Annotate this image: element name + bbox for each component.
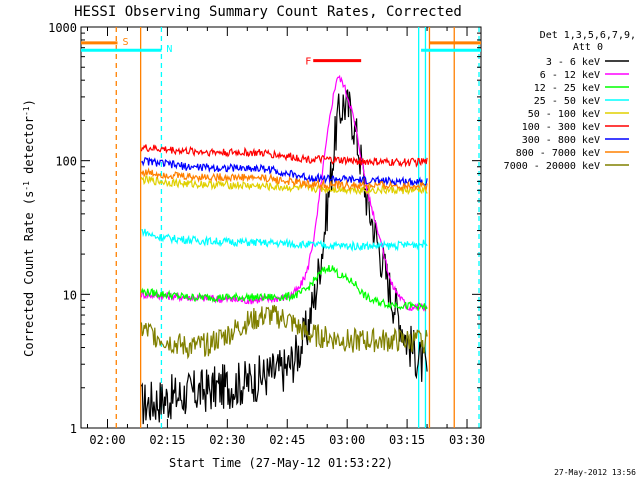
y-tick-label: 100	[55, 155, 77, 169]
y-axis-label-end: )	[22, 99, 36, 106]
annotation-label-F: F	[305, 57, 311, 68]
annotation-label-S: S	[122, 37, 128, 48]
x-tick-label: 02:00	[89, 433, 125, 447]
legend-label: 50 - 100 keV	[528, 109, 600, 120]
series-line-0	[140, 89, 428, 425]
legend-label: 300 - 800 keV	[522, 135, 600, 146]
series-line-6	[141, 156, 428, 187]
legend-label: 25 - 50 keV	[534, 96, 600, 107]
x-tick-label: 02:15	[149, 433, 185, 447]
series-line-5	[140, 144, 428, 168]
series-line-3	[141, 228, 428, 253]
y-axis-label-sup1: -1	[22, 181, 31, 191]
legend-label: 3 - 6 keV	[546, 57, 600, 68]
legend: Det 1,3,5,6,7,9, Att 0 3 - 6 keV 6 - 12 k…	[504, 30, 636, 172]
y-tick-label: 1	[70, 422, 77, 436]
annotations: S N F	[81, 37, 481, 68]
legend-label: 12 - 25 keV	[534, 83, 600, 94]
x-tick-label: 03:30	[449, 433, 485, 447]
footer-date: 27-May-2012 13:56	[554, 468, 636, 477]
x-tick-label: 02:45	[269, 433, 305, 447]
axis-ticks: 1 10 100 1000 02:00 02:15 02:30 02:45 03:00 03:15…	[48, 21, 485, 447]
y-tick-label: 1000	[48, 21, 77, 35]
annotation-label-N: N	[166, 44, 172, 55]
y-axis-label-mid: detector	[22, 116, 36, 181]
legend-label: 7000 - 20000 keV	[504, 161, 600, 172]
x-tick-label: 03:00	[329, 433, 365, 447]
x-tick-label: 03:15	[389, 433, 425, 447]
series-group	[140, 74, 428, 425]
series-line-7	[140, 167, 428, 192]
y-axis-label: Corrected Count Rate (s-1 detector-1)	[22, 99, 37, 357]
y-tick-label: 10	[63, 288, 77, 302]
plot-frame	[80, 26, 482, 429]
legend-label: 100 - 300 keV	[522, 122, 600, 133]
series-line-1	[140, 74, 428, 312]
legend-label: 6 - 12 keV	[540, 70, 600, 81]
y-axis-label-main: Corrected Count Rate (s	[22, 191, 36, 357]
legend-header-2: Att 0	[573, 42, 603, 53]
series-line-8	[140, 304, 428, 360]
series-line-4	[140, 175, 428, 196]
legend-header-1: Det 1,3,5,6,7,9,	[540, 30, 636, 41]
legend-label: 800 - 7000 keV	[516, 148, 600, 159]
y-axis-label-sup2: -1	[22, 106, 31, 116]
x-tick-label: 02:30	[209, 433, 245, 447]
chart-title: HESSI Observing Summary Count Rates, Cor…	[74, 4, 462, 20]
x-axis-label: Start Time (27-May-12 01:53:22)	[169, 456, 393, 470]
series-line-2	[140, 265, 428, 312]
plot-border	[80, 26, 482, 429]
